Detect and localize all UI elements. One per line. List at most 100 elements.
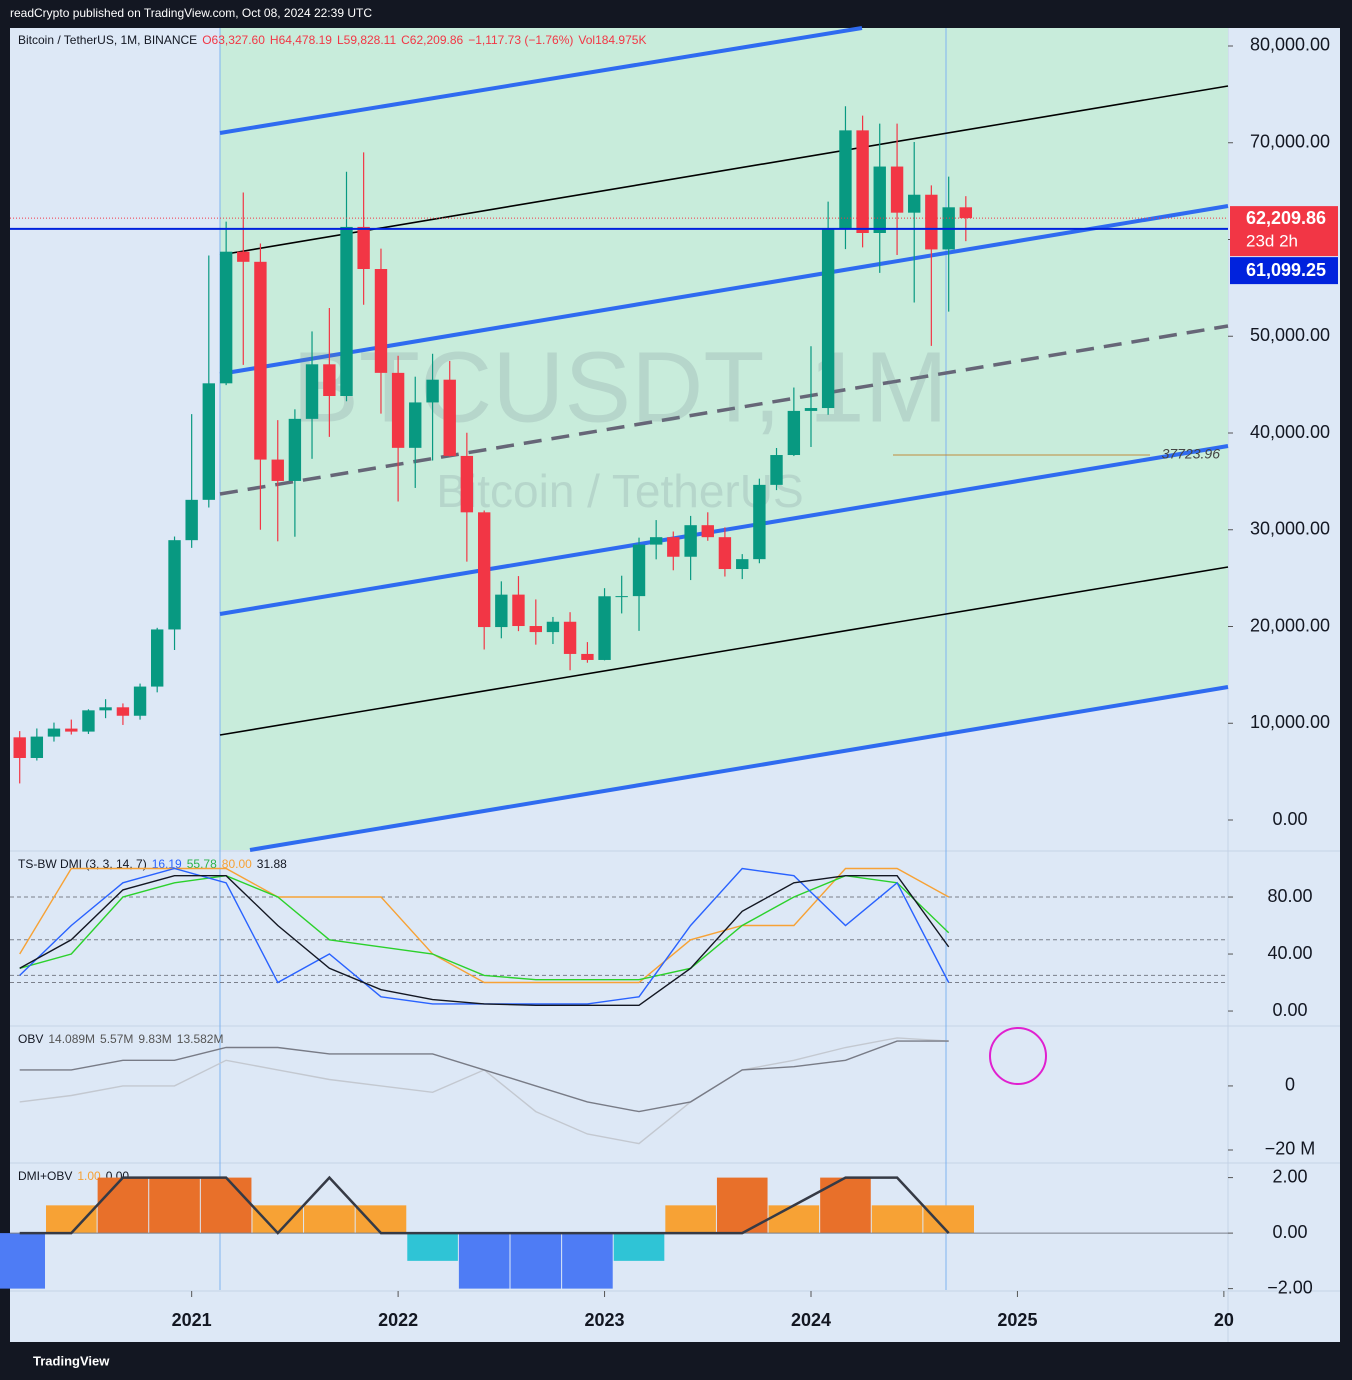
bar <box>97 1177 149 1234</box>
candle-body <box>890 166 904 213</box>
candle-body <box>13 737 26 758</box>
candle-body <box>581 653 594 660</box>
bar <box>613 1233 665 1261</box>
channel-fill <box>220 28 1228 850</box>
candle-body <box>82 710 95 732</box>
candle-body <box>684 525 697 557</box>
legend-value: 13.582M <box>177 1032 224 1046</box>
bar <box>355 1205 407 1234</box>
candle-body <box>65 728 78 732</box>
x-tick-label: 2023 <box>585 1310 625 1330</box>
last-price-box <box>1230 206 1338 257</box>
legend-title: Bitcoin / TetherUS, 1M, BINANCE <box>18 33 197 47</box>
y-tick-label: 70,000.00 <box>1250 131 1330 151</box>
channel-line <box>219 26 863 135</box>
bar <box>665 1205 716 1234</box>
candle-body <box>305 364 319 419</box>
candle-body <box>168 540 181 630</box>
brand: TradingView <box>33 1353 110 1368</box>
countdown: 23d 2h <box>1246 232 1298 251</box>
channel-line <box>249 685 1229 852</box>
y-tick-label: 0.00 <box>1272 1000 1307 1020</box>
level-box <box>1230 257 1338 285</box>
bar <box>149 1177 200 1234</box>
legend: OBV 14.089M 5.57M 9.83M 13.582M <box>18 1032 223 1046</box>
series-line <box>19 1040 949 1113</box>
candle-body <box>512 594 525 627</box>
y-tick-label: 80,000.00 <box>1250 35 1330 55</box>
candle-body <box>47 728 61 737</box>
candle-body <box>150 629 164 687</box>
channel-line <box>219 324 1229 496</box>
x-tick-label: 2024 <box>791 1310 831 1330</box>
candle-body <box>409 402 422 448</box>
y-tick-label: 0.00 <box>1272 1222 1307 1242</box>
y-tick-label: 40,000.00 <box>1250 422 1330 442</box>
x-tick-label: 2021 <box>172 1310 212 1330</box>
y-tick-label: −2.00 <box>1267 1277 1313 1297</box>
candle-body <box>323 364 336 397</box>
bar <box>510 1233 562 1289</box>
legend: Bitcoin / TetherUS, 1M, BINANCE O63,327.6… <box>18 33 646 47</box>
annotation-label: 37723.96 <box>1162 446 1221 462</box>
bar <box>562 1233 613 1289</box>
candle-body <box>495 594 508 628</box>
candle-body <box>340 226 353 397</box>
candle-body <box>736 559 749 570</box>
candle-body <box>839 130 852 229</box>
legend-value: 14.089M <box>48 1032 95 1046</box>
candle-body <box>443 379 456 456</box>
candle-body <box>753 484 766 560</box>
watermark: Bitcoin / TetherUS <box>436 465 803 517</box>
candle-body <box>701 525 714 538</box>
y-tick-label: 20,000.00 <box>1250 615 1330 635</box>
candle-body <box>133 686 147 716</box>
legend-value: H64,478.19 <box>270 33 332 47</box>
candle-body <box>357 226 370 270</box>
y-tick-label: 30,000.00 <box>1250 519 1330 539</box>
channel-line <box>219 444 1229 616</box>
candle-body <box>563 621 577 654</box>
legend-value: 80.00 <box>222 857 252 871</box>
y-tick-label: 0.00 <box>1272 809 1307 829</box>
legend: TS-BW DMI (3, 3, 14, 7) 16.19 55.78 80.00 31… <box>18 857 287 871</box>
y-tick-label: 40.00 <box>1267 943 1312 963</box>
channel-line <box>219 204 1229 376</box>
legend-value: 5.57M <box>100 1032 133 1046</box>
legend-title: DMI+OBV <box>18 1169 72 1183</box>
candle-body <box>99 707 112 711</box>
candle-body <box>546 621 560 633</box>
publish-note: readCrypto published on TradingView.com,… <box>10 6 372 20</box>
legend-value: 1.00 <box>77 1169 101 1183</box>
y-tick-label: 2.00 <box>1272 1166 1307 1186</box>
candle-body <box>219 251 233 384</box>
candle-body <box>908 194 921 213</box>
x-tick-label: 20 <box>1214 1310 1234 1330</box>
candle-body <box>873 166 886 233</box>
signal-line <box>19 1175 950 1235</box>
candle-body <box>271 459 284 481</box>
bar <box>252 1205 304 1234</box>
candle-body <box>237 251 250 262</box>
y-tick-label: 80.00 <box>1267 886 1312 906</box>
candle-body <box>615 596 628 598</box>
candle-body <box>116 707 130 716</box>
candle-body <box>391 372 405 448</box>
highlight-circle <box>989 1027 1047 1085</box>
bar <box>304 1205 355 1234</box>
level-label: 61,099.25 <box>1246 260 1326 280</box>
legend-title: OBV <box>18 1032 43 1046</box>
bar <box>46 1205 97 1234</box>
candle-body <box>254 261 267 460</box>
candle-body <box>598 596 611 660</box>
series-line <box>19 875 950 1006</box>
y-tick-label: 50,000.00 <box>1250 325 1330 345</box>
legend-value: −1,117.73 (−1.76%) <box>468 33 573 47</box>
legend-title: TS-BW DMI (3, 3, 14, 7) <box>18 857 147 871</box>
legend-value: 31.88 <box>257 857 287 871</box>
bar <box>871 1205 923 1234</box>
candle-body <box>821 228 835 409</box>
candle-body <box>529 626 542 633</box>
